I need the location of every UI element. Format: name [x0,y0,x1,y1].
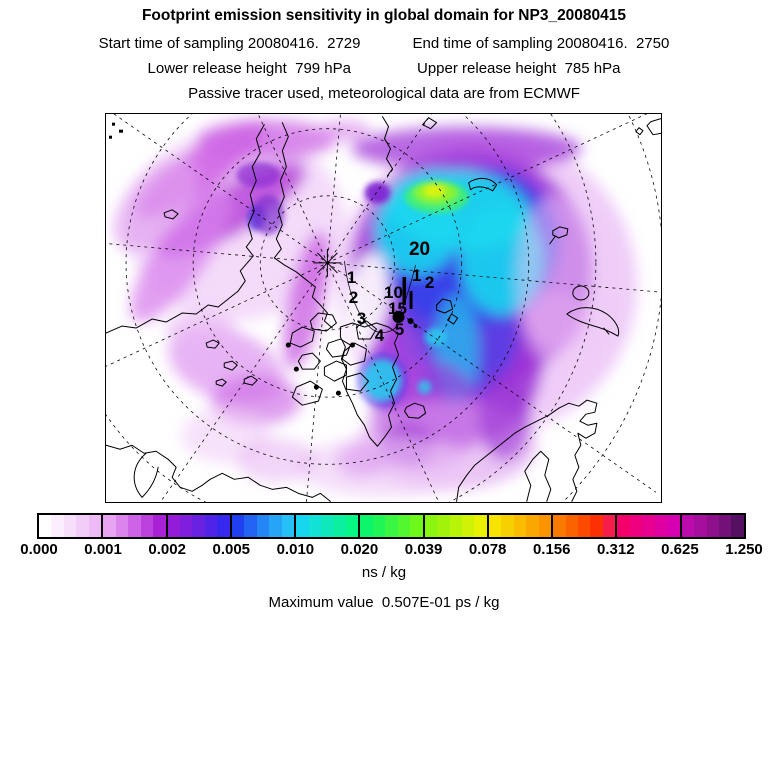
colorbar-segment [551,515,616,537]
tracer-info-line: Passive tracer used, meteorological data… [188,85,580,102]
trajectory-day-label: 15 [388,299,407,318]
colorbar-segment [294,515,359,537]
colorbar-tick-label: 0.020 [340,541,379,558]
coast-alaska-north [273,122,333,329]
page-title: Footprint emission sensitivity in global… [141,7,627,24]
sampling-times-line: Start time of sampling 20080416. 2729 En… [0,35,768,53]
colorbar-tick-label: 0.001 [84,541,122,558]
colorbar-segment [101,515,166,537]
islands-west-bits [205,339,258,387]
coast-kola-whitesea [558,399,598,502]
gulf-of-bothnia [524,450,552,502]
colorbar-segment [486,515,552,537]
colorbar-segment [679,515,744,537]
coast-iceland [404,402,427,419]
colorbar-tick-label: 0.625 [661,541,699,558]
tl-corner-marks [109,122,124,139]
colorbar-tick-label: 0.312 [597,541,635,558]
colorbar-segment [165,515,230,537]
colorbar [37,513,746,539]
colorbar-tick-label: 0.000 [20,541,58,558]
trajectory-day-label: 10 [384,283,403,302]
coast-na-west [106,255,254,334]
trajectory-day-label: 4 [375,326,385,345]
colorbar-segment [615,515,680,537]
colorbar-tick-label: 0.078 [468,541,507,558]
hudson-bay [133,452,159,498]
release-heights-line: Lower release height 799 hPa Upper relea… [0,60,768,78]
coast-chukotka [245,124,265,257]
colorbar-tick-label: 1.250 [725,541,763,558]
coast-greenland [339,322,400,447]
colorbar-tick-label: 0.010 [276,541,315,558]
trajectory-day-label: 1 [412,266,421,285]
coastlines [106,116,661,502]
colorbar-tick-label: 0.156 [532,541,571,558]
trajectory-day-label: 2 [349,288,358,307]
lower-release-text: Lower release height 799 hPa [147,60,351,77]
colorbar-segment [39,515,102,537]
upper-release-text: Upper release height 785 hPa [417,60,621,77]
trajectory-day-label: 20 [409,239,430,260]
trajectory-day-label: 1 [347,268,356,287]
colorbar-segment [358,515,423,537]
max-value-text: Maximum value 0.507E-01 ps / kg [268,594,500,611]
pole-star-icon [313,248,342,277]
colorbar-segment [422,515,487,537]
island-tr-corner [635,118,661,136]
colorbar-tick-label: 0.005 [212,541,251,558]
sensitivity-hotspots [236,161,469,409]
colorbar-tick-label: 0.002 [148,541,186,558]
island-hook [549,226,569,245]
coast-svalbard [436,298,459,325]
island-top-bit [422,117,438,130]
trajectory-day-label: 3 [357,309,366,328]
end-time-text: End time of sampling 20080416. 2750 [412,35,670,52]
start-time-text: Start time of sampling 20080416. 2729 [98,35,361,52]
coast-norway [456,407,560,502]
island-round [572,285,590,301]
trajectory-day-label: 2 [425,273,434,292]
colorbar-unit: ns / kg [361,564,407,581]
coast-canada-south [106,444,331,502]
island-wrangel [163,209,179,220]
coast-top-center [381,116,394,177]
colorbar-tick-label: 0.039 [404,541,443,558]
station-marker [392,276,418,329]
colorbar-segment [229,515,295,537]
map-panel: 1 2 3 4 5 20 1 2 10 15 [105,113,662,503]
island-arc [468,177,498,192]
trajectory-day-label: 5 [395,320,404,339]
colorbar-ticks: 0.000 0.001 0.002 0.005 0.010 0.020 0.039 0.078… [20,541,763,559]
coast-novaya-zemlya [566,307,620,337]
